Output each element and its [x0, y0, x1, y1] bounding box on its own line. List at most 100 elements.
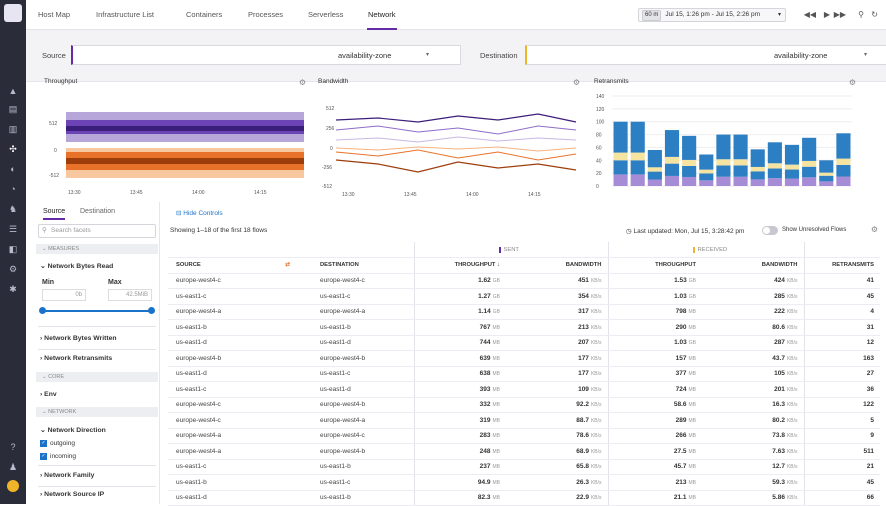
- dog-logo-icon[interactable]: [4, 4, 22, 22]
- outgoing-checkbox[interactable]: ✓: [40, 440, 47, 447]
- col-destination[interactable]: DESTINATION: [316, 257, 414, 274]
- col-recv-bandwidth[interactable]: BANDWIDTH: [702, 257, 804, 274]
- search-facets-input[interactable]: ⚲ Search facets: [38, 224, 156, 238]
- destination-cell[interactable]: us-east1-b: [316, 319, 414, 336]
- destination-cell[interactable]: us-east1-b: [316, 459, 414, 475]
- infrastructure-icon[interactable]: ▥: [8, 124, 18, 134]
- source-cell[interactable]: us-east1-d: [168, 335, 316, 351]
- tab-containers[interactable]: Containers: [186, 10, 223, 19]
- time-picker[interactable]: 60 m Jul 15, 1:26 pm - Jul 15, 2:26 pm ▾: [638, 8, 786, 22]
- source-filter-input[interactable]: [71, 45, 461, 65]
- synthetics-icon[interactable]: ◧: [8, 244, 18, 254]
- destination-cell[interactable]: us-east1-c: [316, 474, 414, 491]
- incoming-checkbox[interactable]: ✓: [40, 453, 47, 460]
- tab-destination[interactable]: Destination: [80, 208, 116, 215]
- facet-network-source-ip[interactable]: › Network Source IP: [40, 491, 105, 498]
- gear-icon[interactable]: ⚙: [572, 78, 580, 87]
- col-recv-throughput[interactable]: THROUGHPUT: [607, 257, 702, 274]
- table-row[interactable]: us-east1-c us-east1-c 1.27 GB 354 KB/s 1.03 GB 2…: [168, 288, 880, 305]
- table-row[interactable]: us-east1-c us-east1-d 393 MB 109 KB/s 724 MB 201…: [168, 381, 880, 398]
- gear-icon[interactable]: ⚙: [870, 225, 878, 234]
- security-icon[interactable]: ♞: [8, 204, 18, 214]
- notebooks-icon[interactable]: ◔: [10, 184, 16, 194]
- integrations-icon[interactable]: ⚙: [8, 264, 18, 274]
- destination-cell[interactable]: europe-west4-b: [316, 397, 414, 413]
- destination-cell[interactable]: europe-west4-a: [316, 304, 414, 320]
- source-cell[interactable]: europe-west4-c: [168, 397, 316, 413]
- tab-serverless[interactable]: Serverless: [308, 10, 344, 19]
- network-icon[interactable]: ✣: [9, 144, 17, 154]
- refresh-icon[interactable]: ↻: [871, 10, 878, 19]
- destination-filter-input[interactable]: [525, 45, 886, 65]
- range-slider-max-handle[interactable]: [148, 307, 155, 314]
- tab-source[interactable]: Source: [43, 208, 66, 220]
- table-row[interactable]: us-east1-d us-east1-b 82.3 MB 22.9 KB/s 21.1 MB…: [168, 490, 880, 506]
- destination-cell[interactable]: europe-west4-b: [316, 350, 414, 367]
- source-cell[interactable]: us-east1-d: [168, 366, 316, 382]
- destination-cell[interactable]: europe-west4-c: [316, 428, 414, 444]
- facet-network-bytes-read[interactable]: ⌄ Network Bytes Read: [40, 263, 114, 270]
- source-cell[interactable]: us-east1-c: [168, 288, 316, 305]
- help-icon[interactable]: ?: [10, 442, 16, 452]
- play-icon[interactable]: ▶: [823, 10, 830, 19]
- table-row[interactable]: us-east1-b us-east1-c 94.9 MB 26.3 KB/s 213 MB 5…: [168, 474, 880, 491]
- apm-icon[interactable]: ◐: [10, 164, 16, 174]
- section-core[interactable]: ⌄ CORE: [36, 372, 158, 382]
- section-network[interactable]: ⌄ NETWORK: [36, 407, 158, 417]
- range-slider-min-handle[interactable]: [39, 307, 46, 314]
- extensions-icon[interactable]: ✱: [9, 284, 17, 294]
- tab-processes[interactable]: Processes: [248, 10, 284, 19]
- tab-host-map[interactable]: Host Map: [38, 10, 71, 19]
- destination-group-select[interactable]: availability-zone: [774, 51, 828, 60]
- unresolved-toggle[interactable]: [762, 226, 778, 235]
- facet-network-bytes-written[interactable]: › Network Bytes Written: [40, 335, 117, 342]
- tab-infrastructure-list[interactable]: Infrastructure List: [96, 10, 154, 19]
- table-row[interactable]: europe-west4-c europe-west4-b 332 MB 92.2 KB/…: [168, 397, 880, 413]
- table-row[interactable]: us-east1-c us-east1-b 237 MB 65.8 KB/s 45.7 MB 1…: [168, 459, 880, 475]
- source-cell[interactable]: us-east1-c: [168, 459, 316, 475]
- destination-cell[interactable]: europe-west4-b: [316, 443, 414, 460]
- table-row[interactable]: us-east1-d us-east1-c 638 MB 177 KB/s 377 MB 105…: [168, 366, 880, 382]
- avatar[interactable]: [7, 480, 19, 492]
- source-cell[interactable]: us-east1-d: [168, 490, 316, 506]
- rewind-icon[interactable]: ◀◀: [803, 10, 816, 19]
- col-sent-bandwidth[interactable]: BANDWIDTH: [506, 257, 608, 274]
- table-row[interactable]: europe-west4-c europe-west4-a 319 MB 88.7 KB/…: [168, 412, 880, 429]
- table-row[interactable]: us-east1-b us-east1-b 767 MB 213 KB/s 290 MB 80.…: [168, 319, 880, 336]
- table-row[interactable]: europe-west4-a europe-west4-b 248 MB 68.9 KB/…: [168, 443, 880, 460]
- facet-env[interactable]: › Env: [40, 391, 57, 398]
- col-source[interactable]: SOURCE ⇄: [168, 257, 316, 274]
- facet-network-family[interactable]: › Network Family: [40, 472, 95, 479]
- source-cell[interactable]: europe-west4-a: [168, 428, 316, 444]
- source-cell[interactable]: europe-west4-c: [168, 273, 316, 289]
- facet-network-retransmits[interactable]: › Network Retransmits: [40, 355, 113, 362]
- source-cell[interactable]: us-east1-b: [168, 319, 316, 336]
- col-retransmits[interactable]: RETRANSMITS: [803, 257, 880, 274]
- destination-cell[interactable]: us-east1-b: [316, 490, 414, 506]
- source-cell[interactable]: europe-west4-c: [168, 412, 316, 429]
- source-cell[interactable]: us-east1-c: [168, 381, 316, 398]
- max-input[interactable]: 42.5MiB: [108, 289, 152, 301]
- forward-icon[interactable]: ▶▶: [833, 10, 846, 19]
- range-slider-track[interactable]: [42, 310, 152, 312]
- table-row[interactable]: europe-west4-b europe-west4-b 639 MB 177 KB/s…: [168, 350, 880, 367]
- table-row[interactable]: europe-west4-a europe-west4-a 1.14 GB 317 KB/…: [168, 304, 880, 320]
- tab-network[interactable]: Network: [367, 10, 397, 30]
- team-icon[interactable]: ♟: [8, 462, 18, 472]
- home-icon[interactable]: ▲: [8, 86, 18, 96]
- destination-cell[interactable]: us-east1-d: [316, 381, 414, 398]
- table-row[interactable]: europe-west4-a europe-west4-c 283 MB 78.6 KB/…: [168, 428, 880, 444]
- min-input[interactable]: 0b: [42, 289, 86, 301]
- gear-icon[interactable]: ⚙: [848, 78, 856, 87]
- source-cell[interactable]: europe-west4-a: [168, 304, 316, 320]
- zoom-out-icon[interactable]: ⚲: [858, 10, 864, 19]
- gear-icon[interactable]: ⚙: [298, 78, 306, 87]
- dashboards-icon[interactable]: ▤: [8, 104, 18, 114]
- table-row[interactable]: europe-west4-c europe-west4-c 1.62 GB 451 KB/…: [168, 273, 880, 289]
- destination-cell[interactable]: europe-west4-a: [316, 412, 414, 429]
- destination-cell[interactable]: us-east1-d: [316, 335, 414, 351]
- destination-cell[interactable]: europe-west4-c: [316, 273, 414, 289]
- destination-cell[interactable]: us-east1-c: [316, 366, 414, 382]
- facet-network-direction[interactable]: ⌄ Network Direction: [40, 427, 106, 434]
- hide-controls-button[interactable]: ⊟ Hide Controls: [176, 210, 223, 217]
